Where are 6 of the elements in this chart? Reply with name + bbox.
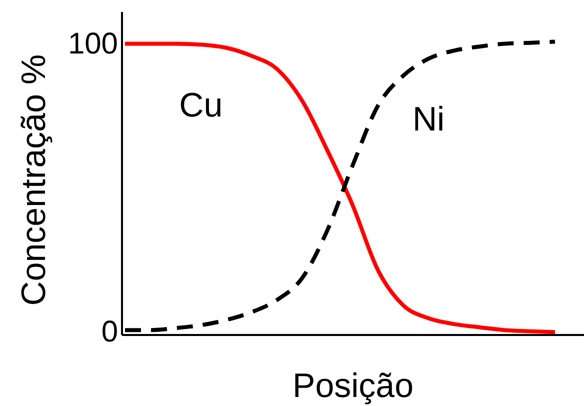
- y-tick-label: 100: [68, 27, 118, 60]
- y-tick-label: 0: [101, 316, 118, 349]
- y-axis-title: Concentração %: [15, 54, 53, 306]
- series-label: Cu: [179, 86, 223, 125]
- series-label: Ni: [412, 100, 445, 139]
- x-axis-title: Posição: [292, 367, 414, 405]
